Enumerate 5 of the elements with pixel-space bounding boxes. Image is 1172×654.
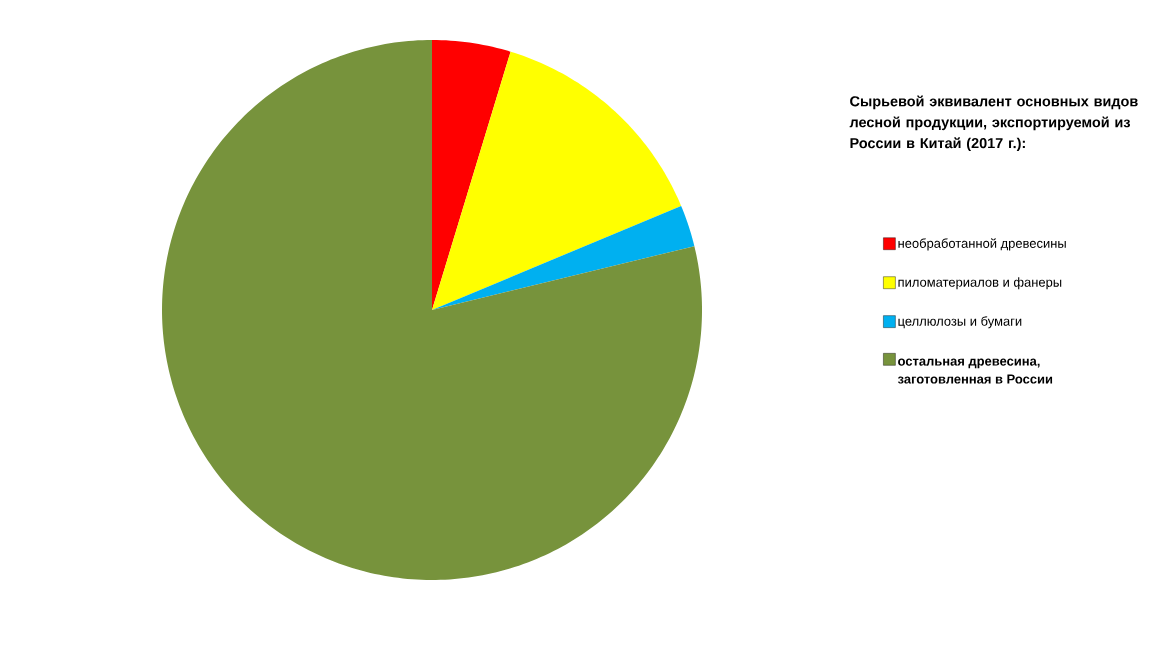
legend-label: необработанной древесины	[898, 238, 1066, 251]
legend-label: пиломатериалов и фанеры	[898, 277, 1062, 290]
legend-label: целлюлозы и бумаги	[898, 316, 1022, 329]
text: Сырьевой эквивалент основных видов лесной продукции, экспортируемой из России в Китай (2017 г.):	[849, 95, 1138, 152]
legend-label: остальная древесина, заготовленная в России	[897, 358, 1053, 384]
